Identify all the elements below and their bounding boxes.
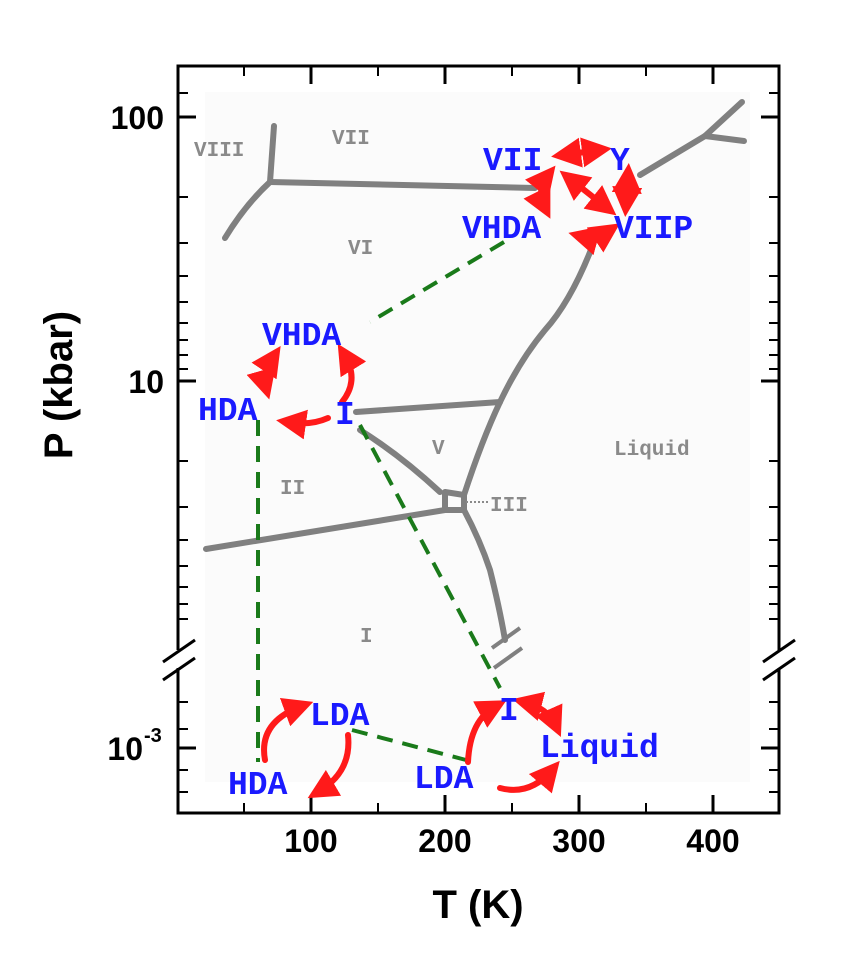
plot-shading [205, 92, 750, 782]
arrow-vii-y [551, 137, 612, 168]
x-minor-ticks [243, 66, 647, 813]
break-boundary-marks [490, 626, 524, 670]
x-tick-label-100: 100 [284, 823, 337, 859]
arrow-liquid-lda [497, 760, 560, 794]
left-axis-break-slash-1 [162, 638, 196, 664]
boundary-v-liquid [461, 399, 503, 498]
transition-arrows [246, 137, 643, 799]
phase-label-iii: III [490, 495, 528, 518]
boundary-vii-vi [267, 179, 538, 191]
right-axis-break-slash-1 [762, 638, 796, 664]
left-axis-break-slash-2 [162, 656, 196, 682]
boundary-ii-v [357, 427, 443, 495]
arrow-vhda-viip [568, 223, 620, 256]
arrow-hda-lda [261, 698, 314, 763]
phase-label-v: V [432, 438, 445, 461]
boundary-liquid-upper-1 [702, 99, 745, 139]
label-bl-lda: LDA [310, 698, 370, 735]
arrow-diagonal [559, 170, 617, 216]
label-br-lda: LDA [414, 761, 474, 798]
label-top-viip: VIIP [614, 211, 693, 248]
arrow-hda-i-head [276, 409, 308, 440]
y-axis-label: P (kbar) [37, 311, 81, 459]
phase-label-vi: VI [348, 238, 373, 261]
connector-lda-to-lda [351, 728, 467, 762]
boundary-iii-i [461, 507, 508, 643]
arrow-y-viip [611, 163, 643, 217]
arrow-lda-i [465, 700, 507, 765]
label-top-y: Y [610, 143, 630, 180]
arrow-i-liquid [512, 691, 563, 737]
x-tick-label-400: 400 [686, 823, 739, 859]
label-bl-hda: HDA [228, 767, 288, 804]
phase-label-i: I [360, 626, 373, 649]
boundary-vi-v [353, 399, 503, 415]
arrow-lda-hda [307, 732, 352, 799]
phase-label-ii: II [280, 478, 305, 501]
boundary-liquid-upper-2 [702, 133, 747, 144]
label-mid-i: I [335, 397, 355, 434]
y-tick-label-1e-3-exponent: -3 [144, 725, 162, 747]
boundary-ii-i [203, 507, 448, 552]
arrow-vhda-hda [246, 346, 281, 400]
label-br-i: I [499, 693, 519, 730]
connector-vhda-top-to-middle [368, 240, 506, 324]
label-top-vhda: VHDA [462, 211, 541, 248]
x-tick-label-300: 300 [552, 823, 605, 859]
x-ticks [309, 66, 715, 813]
y-tick-label-100: 100 [111, 100, 164, 136]
y-tick-label-1e-3: 10 [107, 731, 143, 767]
boundary-viii-vii-vertical [267, 123, 277, 185]
x-tick-label-200: 200 [418, 823, 471, 859]
connector-i-to-i [358, 424, 502, 689]
boundary-viii-vi [222, 179, 273, 241]
phase-boundaries [203, 99, 747, 643]
x-axis-label: T (K) [432, 883, 523, 927]
label-top-vii: VII [483, 143, 542, 180]
arrow-vii-vhda [523, 165, 556, 219]
arrow-i-vhda [337, 343, 367, 405]
connector-lines [256, 240, 506, 762]
label-mid-vhda: VHDA [262, 318, 341, 355]
label-br-liquid: Liquid [540, 730, 659, 767]
y-ticks [178, 115, 779, 750]
phase-label-vii: VII [332, 128, 370, 151]
right-axis-break-slash-2 [762, 656, 796, 682]
boundary-vii-liquid [637, 133, 708, 178]
label-mid-hda: HDA [198, 393, 258, 430]
y-tick-label-10: 10 [128, 364, 164, 400]
y-minor-ticks [178, 92, 779, 793]
phase-label-viii: VIII [194, 140, 244, 163]
boundary-vi-v-liquid [497, 239, 597, 405]
phase-label-liquid: Liquid [614, 439, 690, 462]
